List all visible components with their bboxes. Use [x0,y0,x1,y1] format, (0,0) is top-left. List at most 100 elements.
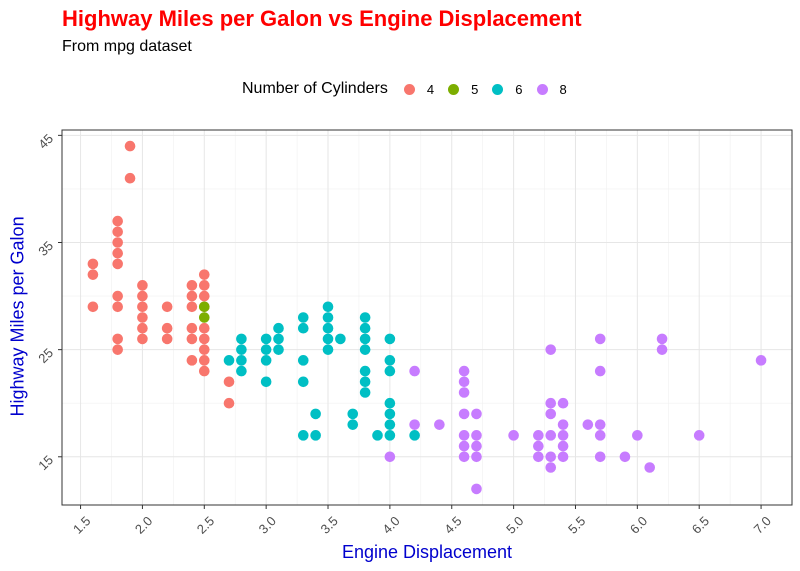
y-tick-label: 15 [35,452,56,473]
data-point-cyl-6 [236,365,247,377]
data-point-cyl-6 [310,408,321,420]
data-point-cyl-8 [458,451,470,463]
data-point-cyl-8 [458,408,470,420]
data-point-cyl-8 [384,451,396,463]
data-point-cyl-4 [112,301,123,313]
data-point-cyl-6 [260,333,272,345]
y-tick-label: 35 [35,238,56,259]
data-point-cyl-4 [223,397,235,409]
data-point-cyl-4 [137,312,148,323]
data-point-cyl-4 [112,237,123,248]
data-point-cyl-8 [594,451,606,463]
data-point-cyl-4 [186,290,198,302]
data-point-cyl-8 [644,462,656,473]
data-point-cyl-8 [409,419,420,430]
data-point-cyl-8 [508,430,519,441]
data-point-cyl-4 [161,322,173,334]
data-point-cyl-4 [137,333,148,345]
y-axis-label: Highway Miles per Galon [7,216,28,417]
data-point-cyl-6 [384,397,396,409]
data-point-cyl-4 [137,290,148,302]
data-point-cyl-8 [594,365,606,377]
data-point-cyl-6 [372,430,383,441]
data-point-cyl-4 [87,258,99,270]
data-point-cyl-8 [533,451,544,463]
data-point-cyl-8 [434,419,445,430]
data-point-cyl-4 [124,172,136,184]
data-point-cyl-8 [458,430,470,441]
data-point-cyl-6 [384,419,396,430]
data-point-cyl-8 [409,365,420,377]
data-point-cyl-8 [594,430,606,441]
data-point-cyl-4 [112,247,123,259]
data-point-cyl-6 [359,322,371,334]
data-point-cyl-8 [545,408,557,420]
data-point-cyl-4 [198,290,210,302]
data-point-cyl-6 [322,312,334,323]
x-tick-label: 5.0 [503,513,526,536]
data-point-cyl-6 [359,312,371,323]
data-point-cyl-4 [112,344,123,355]
data-point-cyl-6 [297,355,309,366]
data-point-cyl-6 [236,333,247,345]
data-point-cyl-4 [87,269,99,280]
data-point-cyl-8 [557,397,569,409]
x-tick-label: 6.5 [689,513,712,536]
data-point-cyl-6 [347,408,359,420]
data-point-cyl-4 [124,140,136,152]
data-point-cyl-4 [223,376,235,388]
data-point-cyl-4 [112,290,123,302]
x-tick-label: 1.5 [70,513,93,536]
data-point-cyl-4 [112,226,123,238]
data-point-cyl-8 [545,462,557,473]
data-point-cyl-6 [359,365,371,377]
data-point-cyl-6 [273,344,284,355]
data-point-cyl-8 [557,430,569,441]
data-point-cyl-8 [545,397,557,409]
data-point-cyl-4 [198,344,210,355]
data-point-cyl-8 [656,333,668,345]
data-point-cyl-8 [545,344,557,355]
data-point-cyl-4 [137,322,148,334]
data-point-cyl-4 [161,333,173,345]
data-point-cyl-6 [409,430,420,441]
x-tick-label: 2.0 [132,513,155,536]
data-point-cyl-8 [557,440,569,452]
data-point-cyl-8 [471,483,482,495]
data-point-cyl-6 [273,322,284,334]
data-point-cyl-5 [198,312,210,323]
data-point-cyl-6 [310,430,321,441]
data-point-cyl-8 [471,408,482,420]
data-point-cyl-8 [619,451,631,463]
data-point-cyl-8 [594,419,606,430]
data-point-cyl-8 [755,355,767,366]
data-point-cyl-6 [273,333,284,345]
data-point-cyl-6 [260,344,272,355]
data-point-cyl-8 [458,365,470,377]
data-point-cyl-8 [471,430,482,441]
legend-label-6: 6 [515,81,523,97]
data-point-cyl-6 [384,430,396,441]
data-point-cyl-6 [384,333,396,345]
data-point-cyl-8 [693,430,705,441]
x-tick-label: 4.0 [379,513,402,536]
x-tick-label: 2.5 [194,513,217,536]
data-point-cyl-8 [458,440,470,452]
legend-title: Number of Cylinders [242,80,388,97]
x-tick-label: 6.0 [627,513,650,536]
data-point-cyl-8 [533,440,544,452]
data-point-cyl-6 [297,322,309,334]
data-point-cyl-4 [186,301,198,313]
data-point-cyl-8 [632,430,643,441]
data-point-cyl-6 [359,333,371,345]
data-point-cyl-6 [359,344,371,355]
data-point-cyl-8 [594,333,606,345]
legend-item-5: 5 [448,82,478,97]
chart-subtitle: From mpg dataset [62,38,192,55]
data-point-cyl-4 [198,269,210,280]
data-point-cyl-4 [198,333,210,345]
data-point-cyl-8 [458,376,470,388]
data-point-cyl-6 [322,322,334,334]
data-point-cyl-6 [384,365,396,377]
